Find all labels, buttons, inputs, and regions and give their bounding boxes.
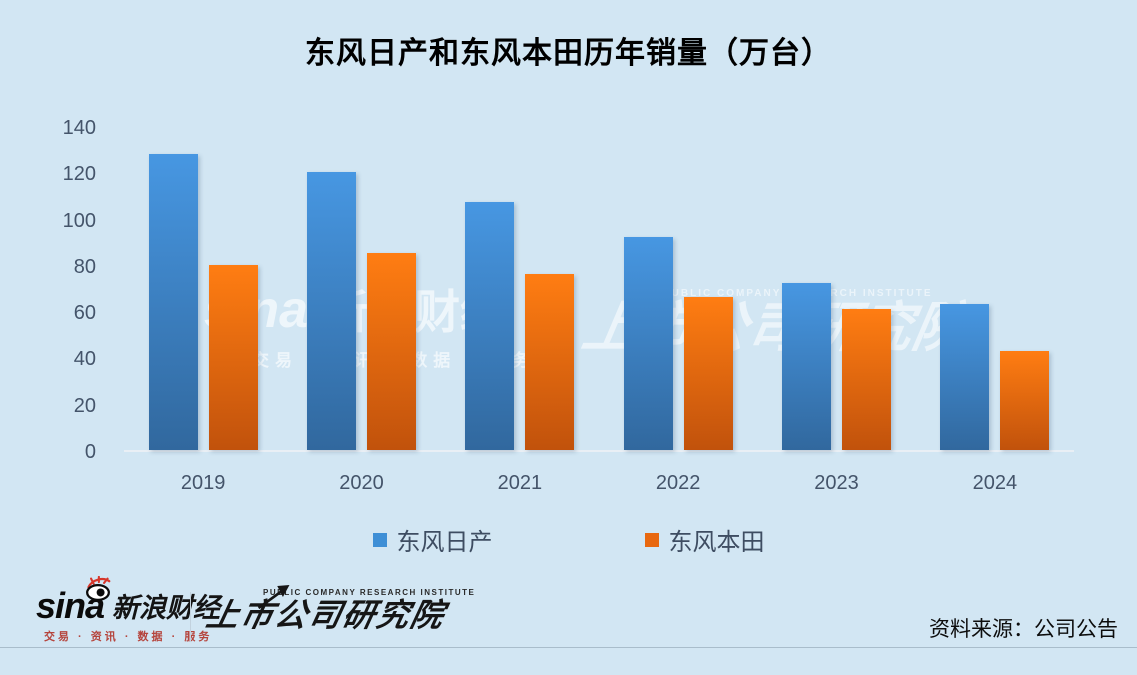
footer-divider <box>190 592 191 642</box>
bar-series0-2021 <box>465 202 515 450</box>
bar-series0-2020 <box>307 172 356 450</box>
footer-rule <box>0 647 1137 648</box>
bar-series0-2022 <box>623 237 673 450</box>
x-axis-label-2022: 2022 <box>655 472 701 494</box>
y-axis-tick-120: 120 <box>62 163 96 186</box>
nissan-legend-label: 东风日产 <box>396 530 493 556</box>
bar-series1-2023 <box>842 308 891 450</box>
sina-tagline: 交易 · 资讯 · 数据 · 服务 <box>44 631 213 644</box>
nissan-legend-swatch <box>372 532 387 547</box>
y-axis-tick-40: 40 <box>73 348 96 371</box>
honda-legend-swatch <box>644 532 659 547</box>
x-axis-label-2024: 2024 <box>972 472 1018 494</box>
pcri-logo-main-text: 上市公司研究院 <box>203 585 479 634</box>
bar-series1-2020 <box>367 253 416 450</box>
pcri-logo: PUBLIC COMPANY RESEARCH INSTITUTE 上市公司研究… <box>203 585 476 634</box>
sina-brand-cjk-text: 新浪财经 <box>112 593 221 624</box>
x-axis-label-2021: 2021 <box>497 472 543 494</box>
bar-series1-2022 <box>683 297 733 450</box>
bar-series1-2021 <box>525 274 575 450</box>
bar-series0-2023 <box>782 283 831 450</box>
plot-area: 2019 2020 2021 2022 2023 2024 <box>124 128 1074 494</box>
pcri-logo-small-text: PUBLIC COMPANY RESEARCH INSTITUTE <box>263 588 476 597</box>
x-axis-label-2023: 2023 <box>814 472 859 494</box>
chart-title: 东风日产和东风本田历年销量（万台） <box>305 37 832 70</box>
chart-legend: 东风日产 东风本田 <box>0 522 1137 557</box>
sina-finance-logo: sina 新浪财经 交易 · 资讯 · 数据 · 服务 <box>36 575 221 644</box>
bar-series0-2024 <box>940 304 990 450</box>
y-axis-tick-80: 80 <box>73 255 96 278</box>
y-axis-tick-20: 20 <box>73 394 96 417</box>
sina-eye-icon <box>80 575 116 607</box>
legend-item-nissan: 东风日产 <box>372 522 493 557</box>
legend-item-honda: 东风本田 <box>644 522 765 557</box>
y-axis: 0 20 40 60 80 100 120 140 <box>40 117 96 463</box>
y-axis-tick-0: 0 <box>84 441 96 463</box>
x-axis-label-2019: 2019 <box>180 472 226 494</box>
bar-series1-2024 <box>1000 350 1050 450</box>
y-axis-tick-100: 100 <box>62 209 96 232</box>
bar-series1-2019 <box>208 264 258 450</box>
y-axis-tick-140: 140 <box>62 117 96 139</box>
x-axis-label-2020: 2020 <box>339 472 384 494</box>
honda-legend-label: 东风本田 <box>668 530 765 556</box>
bar-series0-2019 <box>148 153 198 450</box>
pcri-arrow-icon <box>252 581 294 618</box>
data-source-note: 资料来源：公司公告 <box>929 618 1118 641</box>
y-axis-tick-60: 60 <box>73 302 96 325</box>
